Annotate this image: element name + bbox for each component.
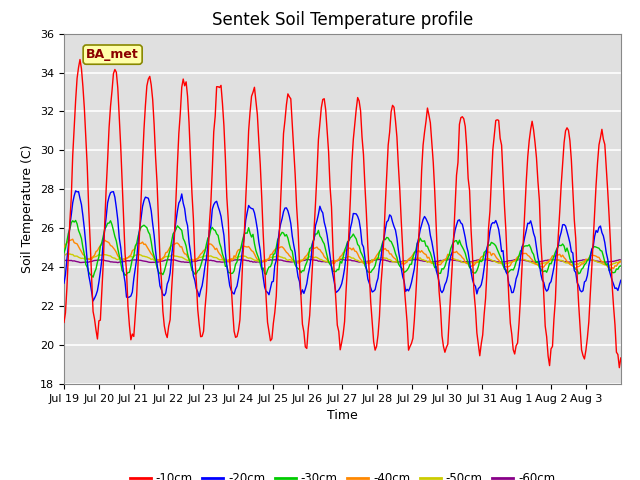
Title: Sentek Soil Temperature profile: Sentek Soil Temperature profile — [212, 11, 473, 29]
Text: BA_met: BA_met — [86, 48, 139, 61]
X-axis label: Time: Time — [327, 409, 358, 422]
Legend: -10cm, -20cm, -30cm, -40cm, -50cm, -60cm: -10cm, -20cm, -30cm, -40cm, -50cm, -60cm — [125, 467, 560, 480]
Y-axis label: Soil Temperature (C): Soil Temperature (C) — [22, 144, 35, 273]
